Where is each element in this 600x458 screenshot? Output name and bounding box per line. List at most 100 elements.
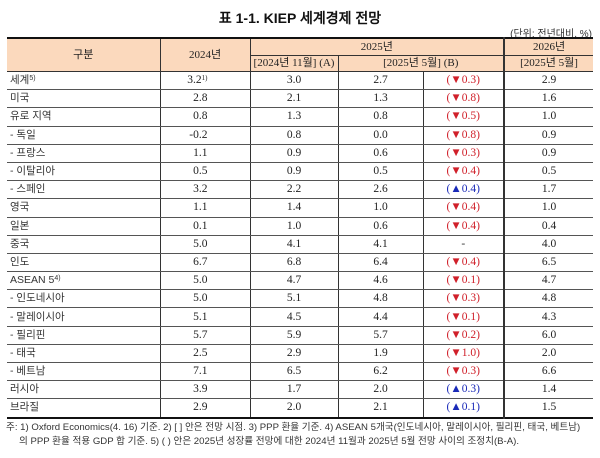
table-row: - 인도네시아 5.0 5.1 4.8 (▼0.3) 4.8 [7, 289, 594, 309]
value-2025-nov: 5.1 [249, 289, 338, 309]
value-2026-text: 1.0 [541, 201, 557, 214]
header-2026-may: [2025년 5월] [503, 55, 594, 72]
value-2026-text: 0.5 [541, 165, 557, 178]
table-row: 유로 지역 0.8 1.3 0.8 (▼0.5) 1.0 [7, 107, 594, 127]
value-2025-may-text: 6.2 [373, 365, 388, 378]
adjustment-value: (▼0.8) [422, 126, 505, 145]
adjustment-value-text: - [461, 237, 466, 250]
value-2024-text: 0.5 [193, 165, 208, 178]
adjustment-value: - [422, 235, 505, 254]
country-name-text: - 말레이시아 [10, 310, 65, 323]
value-2024-text: 1.1 [193, 201, 208, 214]
table-row: - 독일 -0.2 0.8 0.0 (▼0.8) 0.9 [7, 126, 594, 145]
footnote-marker: 1) [201, 74, 208, 83]
value-2025-may-text: 0.6 [373, 146, 388, 159]
adjustment-value-text: (▼0.8) [446, 92, 480, 105]
value-2025-nov: 3.0 [249, 71, 338, 91]
value-2024: 2.9 [159, 398, 250, 419]
value-2024-text: 3.2 [193, 183, 208, 196]
value-2024: 5.7 [159, 326, 250, 345]
country-name-text: 일본 [10, 219, 30, 232]
value-2025-may-text: 0.0 [373, 128, 388, 141]
value-2024-text: 7.1 [193, 365, 208, 378]
value-2025-may-text: 0.6 [373, 219, 388, 232]
value-2024: 0.8 [159, 107, 250, 127]
value-2025-nov-text: 6.8 [286, 255, 302, 268]
value-2025-nov: 6.5 [249, 362, 338, 382]
value-2024: 5.0 [159, 235, 250, 254]
value-2025-may: 1.0 [337, 198, 423, 218]
country-name: - 프랑스 [7, 144, 160, 163]
country-name-text: - 태국 [10, 346, 36, 359]
table-title: 표 1-1. KIEP 세계경제 전망 [218, 10, 382, 26]
value-2025-may: 2.7 [337, 71, 423, 91]
value-2025-may-text: 6.4 [373, 255, 388, 268]
footnote-marker: 5) [29, 75, 36, 83]
adjustment-value-text: (▼0.3) [446, 146, 480, 159]
value-2025-may-text: 4.1 [373, 237, 388, 250]
value-2025-nov: 1.3 [249, 107, 338, 127]
country-name-text: 영국 [10, 201, 30, 214]
value-2026-text: 6.0 [541, 328, 557, 341]
value-2024: 3.9 [159, 380, 250, 400]
adjustment-value-text: (▲0.1) [446, 401, 480, 414]
value-2025-nov: 0.9 [249, 162, 338, 182]
value-2026-text: 4.8 [541, 292, 557, 305]
value-2025-nov-text: 2.9 [286, 346, 302, 359]
value-2025-nov-text: 4.7 [286, 274, 302, 287]
value-2025-nov-text: 1.4 [286, 201, 302, 214]
adjustment-value-text: (▲0.3) [446, 383, 480, 396]
value-2025-nov-text: 5.9 [286, 328, 302, 341]
header-2025-nov: [2024년 11월] (A) [249, 55, 338, 72]
value-2024: 3.2 [159, 180, 250, 200]
country-name-text: - 프랑스 [10, 146, 46, 159]
value-2024-text: 2.5 [193, 346, 208, 359]
value-2025-nov: 2.0 [249, 398, 338, 419]
country-name: 세계5) [7, 71, 160, 91]
adjustment-value-text: (▼0.4) [446, 219, 480, 232]
value-2026-text: 4.0 [541, 237, 557, 250]
value-2026: 0.4 [503, 217, 594, 236]
country-name-text: - 독일 [10, 128, 36, 141]
country-name-text: 유로 지역 [10, 110, 52, 123]
value-2024-text: 2.9 [193, 401, 208, 414]
country-name-text: 중국 [10, 237, 30, 250]
value-2025-nov-text: 4.5 [286, 310, 302, 323]
footnote: 주: 1) Oxford Economics(4. 16) 기준. 2) [ ]… [6, 421, 596, 449]
value-2026-text: 2.0 [541, 346, 557, 359]
adjustment-value-text: (▼0.1) [446, 310, 480, 323]
value-2025-nov-text: 6.5 [286, 365, 302, 378]
adjustment-value-text: (▼0.3) [446, 365, 480, 378]
adjustment-value: (▼0.4) [422, 217, 505, 236]
adjustment-value-text: (▼0.4) [446, 255, 480, 268]
value-2026-text: 4.7 [541, 274, 557, 287]
table-row: - 태국 2.5 2.9 1.9 (▼1.0) 2.0 [7, 344, 594, 364]
unit-label: (단위: 전년대비, %) [510, 29, 592, 40]
value-2024-text: 3.2 [187, 74, 202, 87]
country-name: 미국 [7, 89, 160, 109]
country-name-text: ASEAN 5 [10, 274, 55, 287]
value-2025-may-text: 0.5 [373, 165, 388, 178]
table-row: - 이탈리아 0.5 0.9 0.5 (▼0.4) 0.5 [7, 162, 594, 182]
adjustment-value-text: (▼1.0) [446, 346, 480, 359]
table-row: - 필리핀 5.7 5.9 5.7 (▼0.2) 6.0 [7, 326, 594, 345]
value-2026: 4.0 [503, 235, 594, 254]
country-name: - 태국 [7, 344, 160, 364]
header-2024: 2024년 [159, 38, 250, 72]
value-2024-text: 2.8 [193, 92, 208, 105]
country-name: - 인도네시아 [7, 289, 160, 309]
country-name-text: - 이탈리아 [10, 165, 56, 178]
country-name: 인도 [7, 253, 160, 273]
value-2025-nov: 5.9 [249, 326, 338, 345]
value-2024: 3.21) [159, 71, 250, 91]
country-name: - 베트남 [7, 362, 160, 382]
adjustment-value-text: (▼0.1) [446, 274, 480, 287]
value-2025-nov-text: 5.1 [286, 292, 302, 305]
value-2026: 4.7 [503, 271, 594, 291]
value-2025-may-text: 5.7 [373, 328, 388, 341]
value-2025-may: 6.2 [337, 362, 423, 382]
value-2026-text: 1.7 [541, 183, 557, 196]
value-2025-nov-text: 2.1 [286, 92, 302, 105]
value-2026: 1.4 [503, 380, 594, 400]
adjustment-value: (▼0.1) [422, 307, 505, 327]
